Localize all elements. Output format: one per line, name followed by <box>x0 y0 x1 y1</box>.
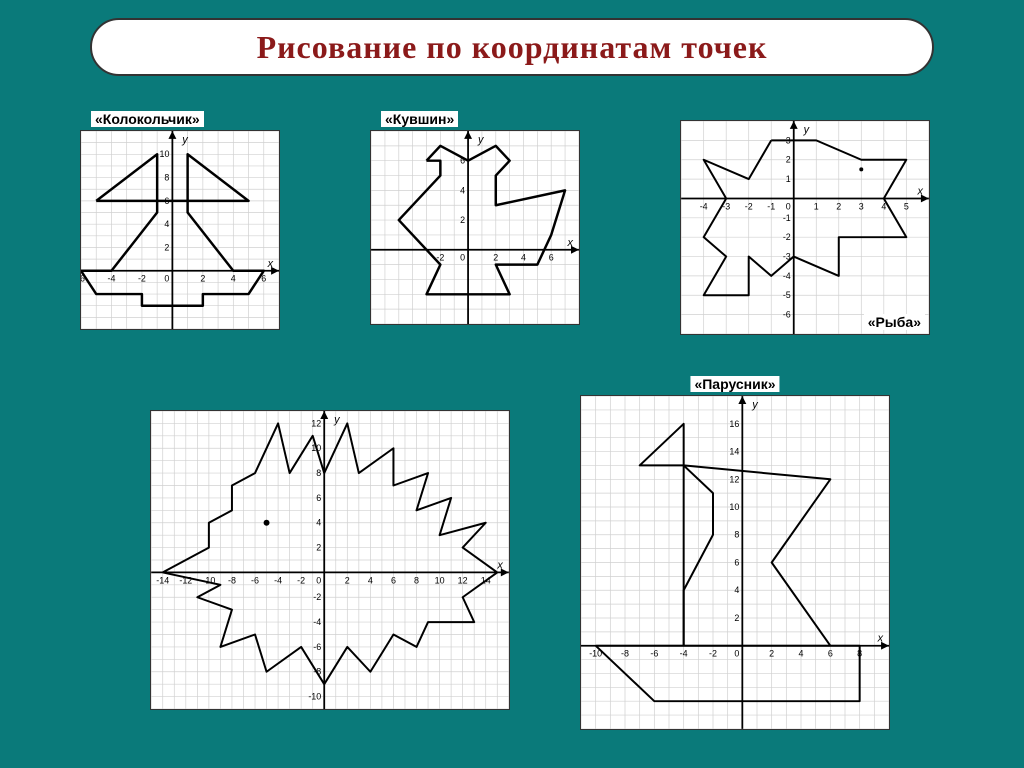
svg-text:0: 0 <box>316 575 321 585</box>
svg-text:-8: -8 <box>228 575 236 585</box>
svg-text:2: 2 <box>786 155 791 165</box>
svg-text:6: 6 <box>391 575 396 585</box>
svg-text:x: x <box>916 185 923 197</box>
svg-text:12: 12 <box>458 575 468 585</box>
svg-text:4: 4 <box>521 253 526 263</box>
chart-label-fish: «Рыба» <box>864 314 925 330</box>
svg-text:8: 8 <box>316 468 321 478</box>
svg-text:-6: -6 <box>251 575 259 585</box>
svg-text:-1: -1 <box>783 213 791 223</box>
svg-text:14: 14 <box>729 447 739 457</box>
svg-text:1: 1 <box>814 201 819 211</box>
chart-label-sailboat: «Парусник» <box>690 376 779 392</box>
chart-label-bell: «Колокольчик» <box>91 111 204 127</box>
svg-text:-6: -6 <box>313 642 321 652</box>
svg-text:2: 2 <box>316 543 321 553</box>
svg-text:-4: -4 <box>680 649 688 659</box>
svg-text:6: 6 <box>549 253 554 263</box>
svg-text:-4: -4 <box>700 201 708 211</box>
svg-text:-5: -5 <box>783 290 791 300</box>
svg-text:4: 4 <box>316 518 321 528</box>
svg-text:3: 3 <box>859 201 864 211</box>
svg-text:0: 0 <box>460 253 465 263</box>
svg-text:-4: -4 <box>108 274 116 284</box>
svg-text:0: 0 <box>164 274 169 284</box>
chart-hedgehog: -14-12-10-8-6-4-22468101214-10-8-6-4-224… <box>150 410 510 710</box>
svg-text:10: 10 <box>729 502 739 512</box>
svg-text:-2: -2 <box>297 575 305 585</box>
svg-text:8: 8 <box>164 173 169 183</box>
svg-text:4: 4 <box>799 649 804 659</box>
chart-sailboat: -10-8-6-4-224682468101214160xy«Парусник» <box>580 395 890 730</box>
svg-text:10: 10 <box>435 575 445 585</box>
svg-text:2: 2 <box>836 201 841 211</box>
svg-text:2: 2 <box>345 575 350 585</box>
svg-text:-2: -2 <box>138 274 146 284</box>
svg-text:8: 8 <box>414 575 419 585</box>
svg-text:y: y <box>181 134 188 146</box>
svg-text:0: 0 <box>786 201 791 211</box>
svg-text:y: y <box>803 124 810 136</box>
svg-text:-2: -2 <box>313 592 321 602</box>
svg-text:6: 6 <box>316 493 321 503</box>
svg-text:16: 16 <box>729 419 739 429</box>
svg-text:12: 12 <box>729 474 739 484</box>
svg-text:y: y <box>477 134 484 146</box>
svg-text:-2: -2 <box>709 649 717 659</box>
chart-bell: -6-4-22462468100xy«Колокольчик» <box>80 130 280 330</box>
svg-text:-2: -2 <box>783 232 791 242</box>
title-container: Рисование по координатам точек <box>90 18 934 76</box>
svg-text:-6: -6 <box>650 649 658 659</box>
svg-text:1: 1 <box>786 174 791 184</box>
svg-text:6: 6 <box>734 557 739 567</box>
svg-text:-1: -1 <box>767 201 775 211</box>
svg-text:10: 10 <box>159 149 169 159</box>
svg-text:12: 12 <box>311 418 321 428</box>
svg-text:5: 5 <box>904 201 909 211</box>
svg-text:-2: -2 <box>745 201 753 211</box>
svg-text:2: 2 <box>734 613 739 623</box>
svg-text:4: 4 <box>460 185 465 195</box>
svg-text:y: y <box>333 414 340 426</box>
svg-text:2: 2 <box>200 274 205 284</box>
svg-text:6: 6 <box>828 649 833 659</box>
chart-label-jug: «Кувшин» <box>381 111 458 127</box>
svg-text:-14: -14 <box>156 575 169 585</box>
svg-text:x: x <box>267 258 274 270</box>
chart-jug: -22462460xy«Кувшин» <box>370 130 580 325</box>
svg-text:y: y <box>751 399 758 411</box>
svg-text:-6: -6 <box>783 310 791 320</box>
svg-text:x: x <box>567 237 574 249</box>
svg-text:-10: -10 <box>308 692 321 702</box>
svg-text:4: 4 <box>368 575 373 585</box>
svg-text:2: 2 <box>460 215 465 225</box>
svg-text:4: 4 <box>164 219 169 229</box>
svg-text:2: 2 <box>493 253 498 263</box>
svg-text:x: x <box>877 633 884 645</box>
svg-text:2: 2 <box>164 242 169 252</box>
svg-text:8: 8 <box>734 530 739 540</box>
svg-text:-8: -8 <box>621 649 629 659</box>
svg-text:2: 2 <box>769 649 774 659</box>
page-title: Рисование по координатам точек <box>257 29 768 66</box>
svg-text:0: 0 <box>734 649 739 659</box>
svg-text:4: 4 <box>734 585 739 595</box>
svg-text:x: x <box>496 559 503 571</box>
svg-text:-4: -4 <box>274 575 282 585</box>
svg-text:-4: -4 <box>313 617 321 627</box>
svg-text:-4: -4 <box>783 271 791 281</box>
chart-fish: -4-3-2-112345-6-5-4-3-2-11230xy«Рыба» <box>680 120 930 335</box>
svg-text:4: 4 <box>231 274 236 284</box>
